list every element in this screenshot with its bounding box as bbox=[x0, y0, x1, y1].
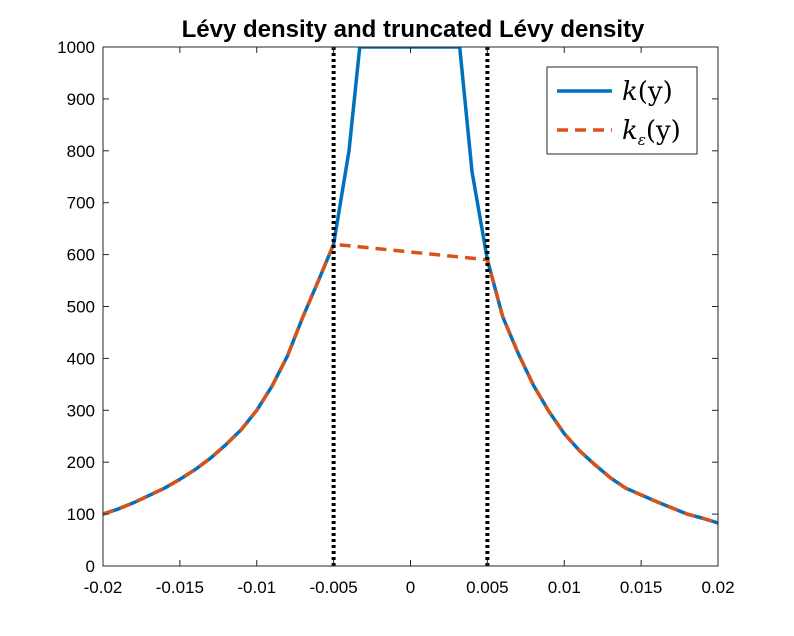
legend-label-k-main: k bbox=[622, 77, 638, 107]
legend-label-k-epsilon-tail: (y) bbox=[646, 116, 681, 146]
x-tick-label: -0.005 bbox=[310, 578, 358, 597]
legend-label-k-tail: (y) bbox=[638, 77, 673, 107]
y-tick-label: 100 bbox=[67, 505, 95, 524]
vertical-line-layer bbox=[331, 47, 490, 566]
x-tick-label: 0.01 bbox=[548, 578, 581, 597]
y-tick-label: 800 bbox=[67, 142, 95, 161]
y-tick-label: 300 bbox=[67, 401, 95, 420]
y-tick-label: 900 bbox=[67, 90, 95, 109]
y-tick-label: 700 bbox=[67, 194, 95, 213]
x-tick-label: 0.015 bbox=[620, 578, 663, 597]
x-tick-label: 0.02 bbox=[701, 578, 734, 597]
chart-title: Lévy density and truncated Lévy density bbox=[182, 16, 645, 43]
series-line-k-epsilon bbox=[103, 242, 718, 525]
x-tick-label: -0.02 bbox=[84, 578, 123, 597]
legend-box bbox=[546, 66, 698, 155]
y-tick-label: 400 bbox=[67, 349, 95, 368]
y-tick-label: 1000 bbox=[57, 38, 95, 57]
y-tick-label: 500 bbox=[67, 298, 95, 317]
x-tick-label: -0.015 bbox=[156, 578, 204, 597]
x-axis-ticks: -0.02 -0.015 -0.01 -0.005 0 0.005 0.01 0.015 0.0… bbox=[84, 47, 735, 597]
x-tick-label: 0 bbox=[406, 578, 415, 597]
y-tick-label: 200 bbox=[67, 453, 95, 472]
x-tick-label: 0.005 bbox=[466, 578, 509, 597]
legend: k(y) kε(y) bbox=[546, 66, 698, 155]
legend-label-k-epsilon-sub: ε bbox=[638, 131, 646, 149]
legend-label-k-epsilon: kε(y) bbox=[622, 116, 681, 149]
legend-label-k-epsilon-main: k bbox=[622, 116, 638, 146]
y-axis-ticks: 0 100 200 300 400 500 600 700 800 900 1000 bbox=[57, 38, 718, 576]
legend-label-k: k(y) bbox=[622, 77, 673, 107]
x-tick-label: -0.01 bbox=[237, 578, 276, 597]
y-tick-label: 0 bbox=[86, 557, 95, 576]
y-tick-label: 600 bbox=[67, 246, 95, 265]
series-layer bbox=[103, 47, 718, 525]
